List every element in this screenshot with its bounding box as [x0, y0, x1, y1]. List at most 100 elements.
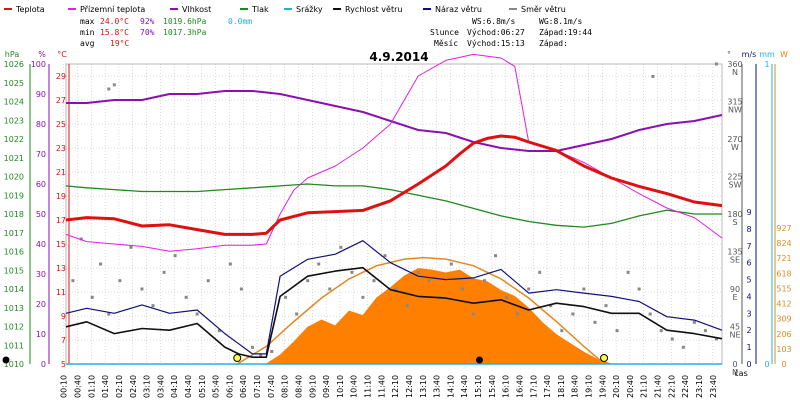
tick-label-pressure_hpa: 1011	[4, 341, 24, 350]
wind-direction-point	[670, 337, 674, 341]
tick-label-temperature_c: 21	[56, 168, 66, 177]
unit-watt: W	[780, 50, 788, 59]
compass-label: W	[731, 143, 739, 152]
tick-label-pressure_hpa: 1015	[4, 266, 24, 275]
tick-label-pressure_hpa: 1013	[4, 304, 24, 313]
tick-label-wind_ms: 4	[746, 292, 751, 301]
legend-label: Rychlost větru	[345, 5, 402, 14]
midnight-marker	[2, 356, 10, 364]
stats-max-press: 1019.6hPa	[163, 17, 207, 26]
tick-label-pressure_hpa: 1026	[4, 60, 24, 69]
tick-label-wind_ms: 3	[746, 309, 751, 318]
tick-label-wind_ms: 8	[746, 225, 751, 234]
wind-direction-point	[527, 287, 531, 291]
wind-speed-info: WS:6.8m/s	[472, 17, 516, 26]
wind-direction-point	[90, 295, 94, 299]
wind-direction-point	[129, 245, 133, 249]
tick-label-temperature_c: 13	[56, 264, 66, 273]
wind-direction-point	[615, 329, 619, 333]
x-tick-label: 03:10	[143, 375, 152, 398]
x-tick-label: 02:40	[129, 375, 138, 398]
x-tick-label: 05:40	[212, 375, 221, 398]
tick-label-temperature_c: 23	[56, 144, 66, 153]
wind-direction-point	[560, 329, 564, 333]
x-tick-label: 17:40	[543, 375, 552, 398]
wind-direction-point	[118, 279, 122, 283]
wind-direction-point	[714, 337, 718, 341]
tick-label-temperature_c: 27	[56, 96, 66, 105]
x-tick-label: 00:40	[74, 375, 83, 398]
x-tick-label: 12:10	[391, 375, 400, 398]
tick-label-solar_w: 515	[776, 284, 791, 293]
tick-label-humidity_pct: 40	[36, 240, 46, 249]
tick-label-solar_w: 0	[781, 360, 786, 369]
tick-label-pressure_hpa: 1020	[4, 173, 24, 182]
x-tick-label: 01:10	[87, 375, 96, 398]
stats-avg-label: avg	[80, 39, 95, 48]
x-tick-label: 13:10	[419, 375, 428, 398]
tick-label-humidity_pct: 100	[31, 60, 46, 69]
wind-direction-point	[184, 295, 188, 299]
sunrise-marker	[233, 354, 242, 362]
x-tick-label: 05:10	[198, 375, 207, 398]
tick-label-solar_w: 309	[776, 315, 791, 324]
wind-direction-point	[482, 279, 486, 283]
wind-direction-point	[637, 287, 641, 291]
wind-direction-point	[195, 312, 199, 316]
tick-label-temperature_c: 19	[56, 192, 66, 201]
wind-direction-point	[405, 304, 409, 308]
unit-time: čas	[734, 368, 747, 378]
legend: Teplota Přízemní teplota Vlhkost Tlak Srážky…	[4, 5, 566, 14]
x-tick-label: 00:10	[60, 375, 69, 398]
unit-percent: %	[38, 50, 46, 59]
tick-label-humidity_pct: 10	[36, 330, 46, 339]
tick-label-pressure_hpa: 1012	[4, 323, 24, 332]
wind-direction-point	[350, 270, 354, 274]
wind-direction-point	[317, 262, 321, 266]
x-tick-label: 23:40	[709, 375, 718, 398]
wind-direction-point	[714, 62, 718, 66]
tick-label-pressure_hpa: 1022	[4, 135, 24, 144]
wind-gust-line	[65, 240, 723, 355]
x-axis-labels: 00:10 00:40 01:10 01:40 02:10 02:40 03:10 03:40…	[60, 375, 718, 398]
tick-label-humidity_pct: 90	[36, 90, 46, 99]
axis-ticks: 1010101110121013101410151016101710181019…	[4, 60, 792, 377]
legend-label: Srážky	[296, 5, 323, 14]
unit-celsius: °C	[57, 50, 67, 59]
tick-label-wind_ms: 6	[746, 259, 751, 268]
wind-direction-point	[99, 262, 103, 266]
tick-label-humidity_pct: 70	[36, 150, 46, 159]
wind-direction-point	[284, 295, 288, 299]
tick-label-wind_ms: 0	[746, 360, 751, 369]
x-tick-label: 19:10	[584, 375, 593, 398]
tick-label-solar_w: 927	[776, 224, 791, 233]
moonset-info: Západ:	[539, 39, 568, 48]
wind-speed-line	[65, 266, 723, 358]
tick-label-humidity_pct: 20	[36, 300, 46, 309]
tick-label-solar_w: 103	[776, 345, 791, 354]
wind-direction-point	[505, 295, 509, 299]
stats-min-hum: 70%	[140, 28, 155, 37]
x-tick-label: 10:40	[350, 375, 359, 398]
wind-direction-point	[648, 312, 652, 316]
wind-direction-point	[259, 354, 263, 358]
wind-direction-point	[604, 304, 608, 308]
wind-direction-point	[427, 279, 431, 283]
wind-direction-point	[151, 304, 155, 308]
tick-label-wind_ms: 1	[746, 343, 751, 352]
stats-min-temp: 15.8°C	[100, 28, 129, 37]
tick-label-solar_w: 618	[776, 269, 791, 278]
tick-label-wind_ms: 2	[746, 326, 751, 335]
unit-ms: m/s	[742, 50, 757, 59]
x-tick-label: 23:10	[695, 375, 704, 398]
temperature-line	[65, 134, 723, 236]
tick-label-solar_w: 412	[776, 300, 791, 309]
wind-direction-point	[250, 345, 254, 349]
tick-label-pressure_hpa: 1025	[4, 79, 24, 88]
wind-direction-point	[239, 287, 243, 291]
wind-direction-point	[107, 312, 111, 316]
wind-direction-point	[270, 350, 274, 353]
x-tick-label: 09:10	[308, 375, 317, 398]
wind-direction-point	[383, 254, 387, 258]
tick-label-pressure_hpa: 1021	[4, 154, 24, 163]
